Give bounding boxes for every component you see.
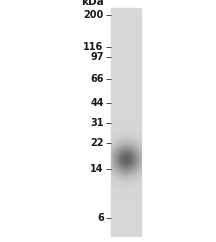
Text: 44: 44: [90, 98, 104, 108]
Text: 22: 22: [90, 138, 104, 148]
Text: 66: 66: [90, 74, 104, 84]
Text: 200: 200: [83, 10, 104, 20]
Text: 31: 31: [90, 118, 104, 128]
Text: 6: 6: [97, 213, 104, 223]
Text: 116: 116: [83, 42, 104, 52]
Text: 97: 97: [90, 52, 104, 62]
Bar: [111, 8, 141, 236]
Text: 14: 14: [90, 164, 104, 174]
Text: kDa: kDa: [81, 0, 104, 8]
